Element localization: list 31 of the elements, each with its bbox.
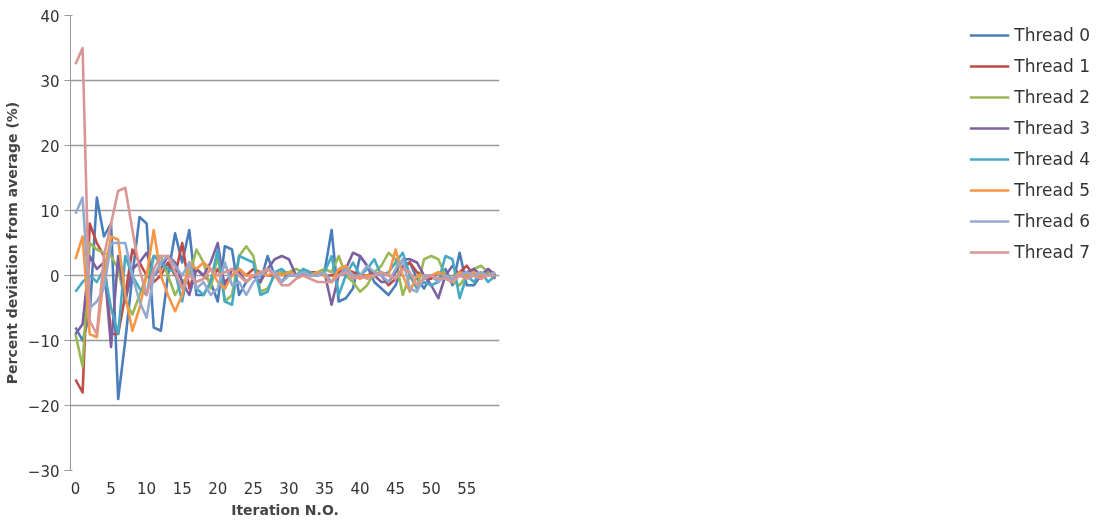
y-tick-label: 30 bbox=[40, 72, 60, 91]
y-tick-label: 0 bbox=[49, 267, 60, 286]
legend-label: Thread 1 bbox=[1014, 56, 1090, 76]
y-tick-label: 40 bbox=[40, 7, 60, 26]
x-tick-label: 10 bbox=[137, 479, 157, 498]
x-tick-label: 5 bbox=[106, 479, 116, 498]
x-tick-label: 20 bbox=[208, 479, 228, 498]
x-tick-label: 15 bbox=[172, 479, 192, 498]
y-tick-label: −20 bbox=[27, 397, 60, 416]
y-axis-title: Percent deviation from average (%) bbox=[3, 101, 20, 385]
x-tick-label: 55 bbox=[457, 479, 477, 498]
legend-label: Thread 4 bbox=[1014, 149, 1090, 169]
x-tick-label: 50 bbox=[421, 479, 441, 498]
legend-label: Thread 3 bbox=[1014, 118, 1090, 138]
legend-label: Thread 0 bbox=[1014, 25, 1090, 45]
legend-label: Thread 6 bbox=[1014, 211, 1090, 231]
legend-label: Thread 5 bbox=[1014, 180, 1090, 200]
x-tick-label: 45 bbox=[386, 479, 406, 498]
y-tick-label: 10 bbox=[40, 202, 60, 221]
legend-label: Thread 7 bbox=[1014, 242, 1090, 262]
x-axis-title: Iteration N.O. bbox=[231, 501, 339, 518]
x-tick-label: 0 bbox=[70, 479, 81, 498]
y-tick-label: 20 bbox=[40, 137, 60, 156]
x-tick-label: 30 bbox=[279, 479, 299, 498]
legend-label: Thread 2 bbox=[1014, 87, 1090, 107]
y-tick-label: −30 bbox=[27, 462, 60, 481]
x-tick-label: 25 bbox=[243, 479, 263, 498]
line-series bbox=[74, 46, 497, 336]
x-tick-label: 40 bbox=[350, 479, 370, 498]
y-tick-label: −10 bbox=[27, 332, 60, 351]
x-tick-label: 35 bbox=[314, 479, 335, 498]
